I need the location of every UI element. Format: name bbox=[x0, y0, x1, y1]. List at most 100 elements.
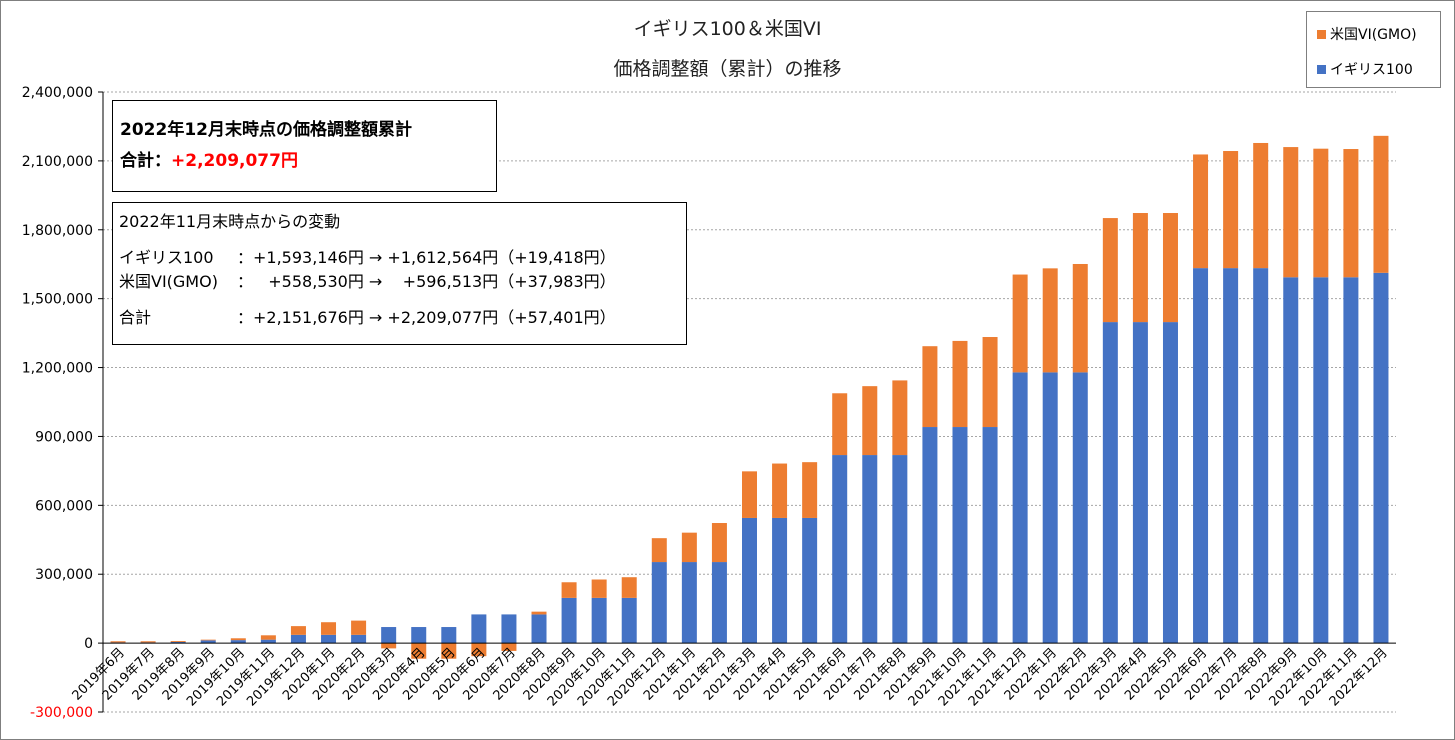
bar-segment bbox=[802, 462, 818, 518]
y-tick-label: 900,000 bbox=[35, 429, 93, 445]
bar-segment bbox=[1132, 213, 1148, 323]
y-tick-label: 1,800,000 bbox=[22, 223, 93, 239]
bar-segment bbox=[1162, 322, 1178, 644]
bar-segment bbox=[772, 517, 788, 644]
y-tick-labels: 2,400,000 2,100,000 1,800,000 1,500,000 1,20… bbox=[22, 85, 93, 721]
bar-segment bbox=[1223, 268, 1239, 644]
bar-segment bbox=[1313, 277, 1329, 644]
bar-segment bbox=[230, 638, 246, 641]
y-tick-label: 0 bbox=[84, 636, 93, 652]
change-row-label: 米国VI(GMO) bbox=[119, 272, 218, 291]
bar-segment bbox=[1343, 277, 1359, 644]
legend-item-vi: 米国VI(GMO) bbox=[1317, 24, 1417, 44]
bar-segment bbox=[531, 614, 547, 644]
bar-segment bbox=[1253, 268, 1269, 644]
bar-segment bbox=[982, 337, 998, 428]
bar-segment bbox=[290, 626, 306, 635]
bar-segment bbox=[290, 634, 306, 644]
change-row-label: イギリス100 bbox=[119, 248, 214, 267]
bar-segment bbox=[651, 538, 667, 563]
bar-segment bbox=[711, 562, 727, 644]
bar-segment bbox=[381, 643, 397, 649]
bar-segment bbox=[1012, 274, 1028, 373]
bar-segment bbox=[1072, 372, 1088, 644]
bar-segment bbox=[1193, 268, 1209, 644]
bar-segment bbox=[1042, 268, 1058, 373]
y-tick-label: 2,100,000 bbox=[22, 154, 93, 170]
bar-segment bbox=[1373, 272, 1389, 644]
x-tick-labels: 2019年6月2019年7月2019年8月2019年9月2019年10月2019… bbox=[70, 645, 1391, 709]
chart-title: イギリス100＆米国VI bbox=[633, 18, 822, 40]
bar-segment bbox=[110, 641, 126, 643]
y-tick-label: 2,400,000 bbox=[22, 85, 93, 101]
legend-label-uk: イギリス100 bbox=[1330, 62, 1413, 78]
bar-segment bbox=[621, 597, 637, 644]
bar-segment bbox=[922, 427, 938, 644]
bar-segment bbox=[1343, 149, 1359, 278]
bar-segment bbox=[952, 427, 968, 644]
bar-segment bbox=[591, 597, 607, 644]
change-heading: 2022年11月末時点からの変動 bbox=[119, 212, 341, 231]
bar-segment bbox=[1072, 263, 1088, 373]
bar-segment bbox=[501, 614, 517, 644]
bar-segment bbox=[441, 643, 457, 659]
bar-segment bbox=[1042, 372, 1058, 644]
bar-segment bbox=[892, 455, 908, 644]
y-tick-label: 600,000 bbox=[35, 498, 93, 514]
bar-segment bbox=[591, 579, 607, 598]
change-box: 2022年11月末時点からの変動 イギリス100 ：+1,593,146円 → +… bbox=[112, 202, 687, 345]
summary-total-value: +2,209,077円 bbox=[171, 151, 298, 171]
bar-segment bbox=[862, 455, 878, 644]
legend: 米国VI(GMO) イギリス100 bbox=[1306, 11, 1441, 88]
bar-segment bbox=[1162, 213, 1178, 323]
bar-segment bbox=[711, 523, 727, 563]
axes bbox=[98, 91, 1396, 713]
summary-heading: 2022年12月末時点の価格調整額累計 bbox=[120, 120, 412, 140]
bar-segment bbox=[140, 641, 156, 643]
bar-segment bbox=[651, 562, 667, 644]
bar-segment bbox=[200, 639, 216, 641]
bar-segment bbox=[922, 346, 938, 428]
change-row-total: 合計 ：+2,151,676円 → +2,209,077円（+57,401円） bbox=[119, 304, 616, 328]
bar-segment bbox=[1283, 277, 1299, 644]
bar-segment bbox=[1313, 148, 1329, 278]
bar-segment bbox=[411, 627, 427, 644]
bar-segment bbox=[1283, 147, 1299, 278]
bar-segment bbox=[1373, 135, 1389, 273]
bar-segment bbox=[200, 640, 216, 644]
bar-segment bbox=[561, 582, 577, 598]
bar-segment bbox=[531, 611, 547, 615]
y-tick-label: 1,200,000 bbox=[22, 361, 93, 377]
legend-label-vi: 米国VI(GMO) bbox=[1330, 27, 1417, 43]
summary-total-label: 合計： bbox=[120, 151, 171, 171]
bar-segment bbox=[802, 517, 818, 644]
bar-segment bbox=[351, 620, 367, 635]
y-tick-label: -300,000 bbox=[30, 705, 93, 721]
bar-segment bbox=[772, 463, 788, 518]
bar-segment bbox=[681, 532, 697, 563]
bar-segment bbox=[321, 622, 337, 635]
bar-segment bbox=[742, 517, 757, 644]
bar-segment bbox=[1193, 154, 1209, 269]
bar-segment bbox=[260, 635, 276, 640]
change-row-uk: イギリス100 ：+1,593,146円 → +1,612,564円（+19,41… bbox=[119, 244, 616, 268]
bar-segment bbox=[832, 393, 848, 456]
bar-segment bbox=[1253, 142, 1269, 269]
bar-segment bbox=[561, 597, 577, 644]
bar-segment bbox=[351, 634, 367, 644]
bar-segment bbox=[982, 427, 998, 644]
bar-segment bbox=[621, 577, 637, 598]
change-row-text: ：+1,593,146円 → +1,612,564円（+19,418円） bbox=[237, 248, 616, 267]
bar-segment bbox=[1012, 372, 1028, 644]
change-row-text: ： +558,530円 → +596,513円（+37,983円） bbox=[237, 272, 616, 291]
bar-segment bbox=[501, 643, 517, 651]
y-tick-label: 1,500,000 bbox=[22, 292, 93, 308]
legend-swatch-orange bbox=[1317, 29, 1326, 39]
change-row-text: ：+2,151,676円 → +2,209,077円（+57,401円） bbox=[237, 308, 616, 327]
bar-segment bbox=[862, 386, 878, 456]
change-row-vi: 米国VI(GMO) ： +558,530円 → +596,513円（+37,983… bbox=[119, 268, 616, 292]
bar-segment bbox=[471, 614, 487, 644]
bar-segment bbox=[892, 380, 908, 456]
chart-subtitle: 価格調整額（累計）の推移 bbox=[613, 58, 842, 80]
bar-segment bbox=[952, 340, 968, 428]
